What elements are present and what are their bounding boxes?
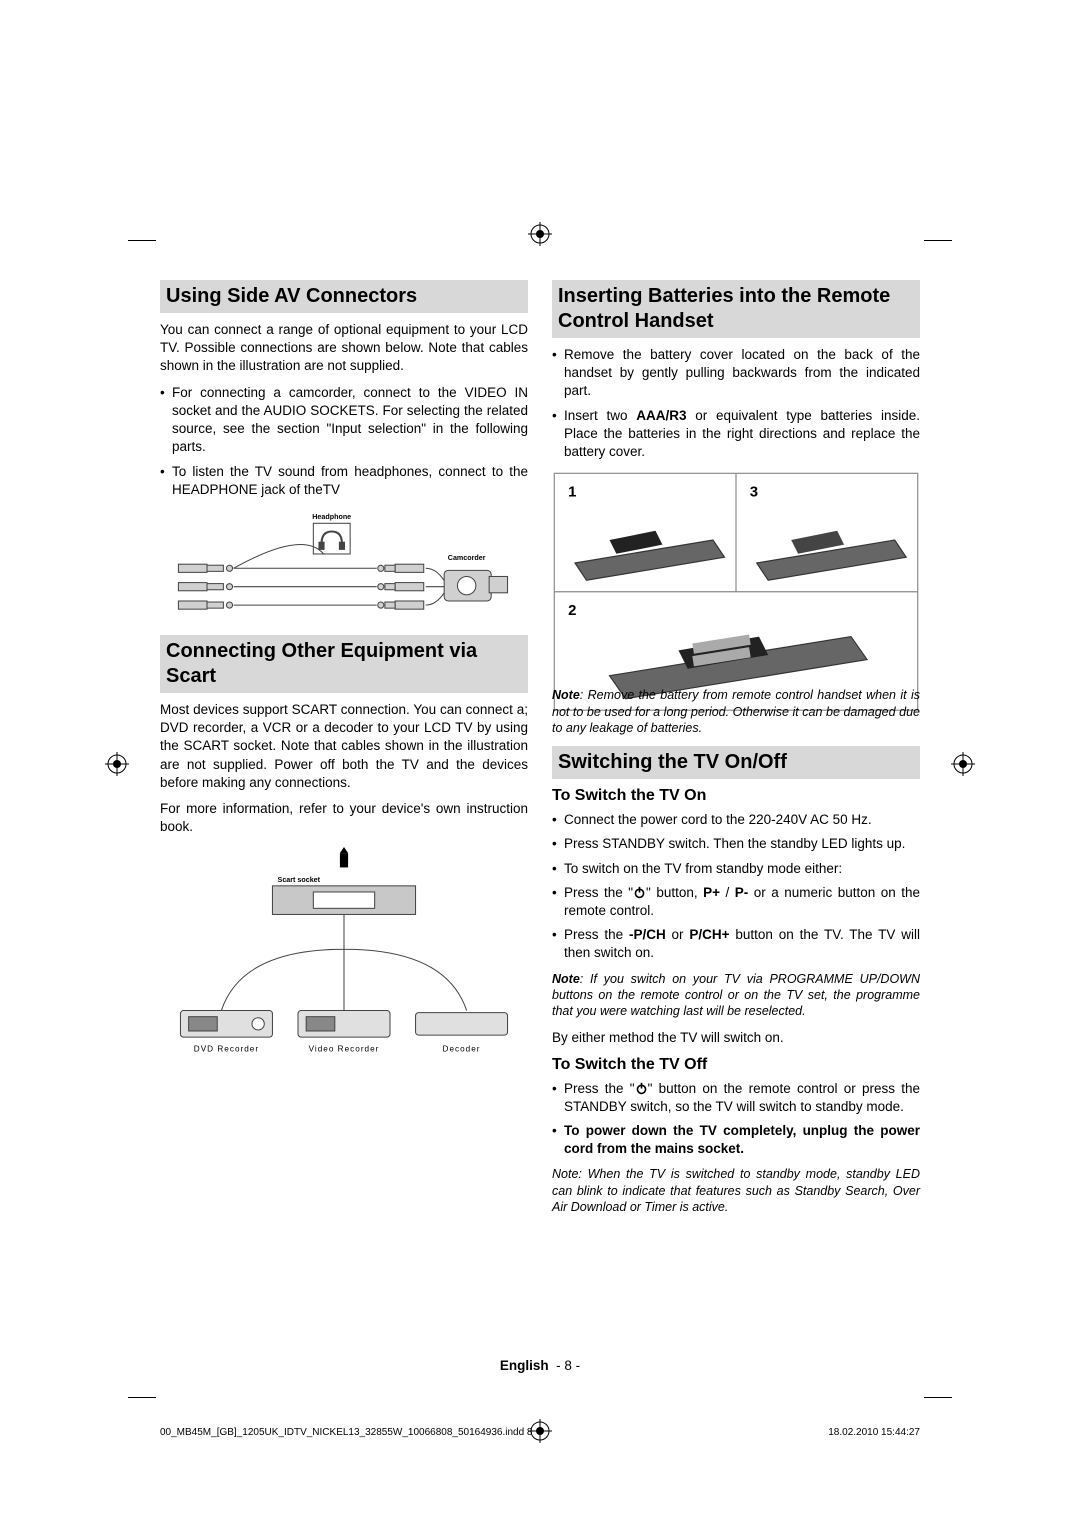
left-column: Using Side AV Connectors You can connect… [160, 280, 528, 1225]
list-item: Press STANDBY switch. Then the standby L… [552, 835, 920, 853]
heading-onoff: Switching the TV On/Off [552, 746, 920, 779]
crop-mark [924, 1397, 952, 1398]
crop-mark [924, 240, 952, 241]
power-icon [635, 1082, 648, 1095]
heading-batteries: Inserting Batteries into the Remote Cont… [552, 280, 920, 338]
list-item: Remove the battery cover located on the … [552, 346, 920, 401]
list-item: To power down the TV completely, unplug … [552, 1122, 920, 1158]
registration-mark-icon [105, 752, 129, 776]
page-content: Using Side AV Connectors You can connect… [160, 210, 920, 1225]
label-dvd: DVD Recorder [194, 1044, 259, 1053]
crop-mark [128, 240, 156, 241]
subheading-off: To Switch the TV Off [552, 1056, 920, 1074]
power-icon [633, 886, 646, 899]
list-item: Press the "" button on the remote contro… [552, 1080, 920, 1116]
illustration-battery: 1 3 2 [552, 471, 920, 671]
meta-file: 00_MB45M_[GB]_1205UK_IDTV_NICKEL13_32855… [160, 1427, 533, 1438]
page-footer: English - 8 - [0, 1358, 1080, 1373]
label-headphone: Headphone [312, 513, 351, 521]
illustration-side-av: Headphone Camcorder [160, 509, 528, 619]
step-2: 2 [568, 602, 576, 619]
list-item: Insert two AAA/R3 or equivalent type bat… [552, 407, 920, 462]
list-item: Press the -P/CH or P/CH+ button on the T… [552, 926, 920, 962]
meta-timestamp: 18.02.2010 15:44:27 [828, 1427, 920, 1438]
list-item: To switch on the TV from standby mode ei… [552, 860, 920, 878]
list-item: To listen the TV sound from headphones, … [160, 463, 528, 499]
registration-mark-icon [951, 752, 975, 776]
paragraph: You can connect a range of optional equi… [160, 321, 528, 376]
subheading-on: To Switch the TV On [552, 787, 920, 805]
label-camcorder: Camcorder [448, 554, 486, 562]
label-decoder: Decoder [443, 1044, 481, 1053]
crop-mark [128, 1397, 156, 1398]
note-off: Note: When the TV is switched to standby… [552, 1166, 920, 1215]
heading-scart: Connecting Other Equipment via Scart [160, 635, 528, 693]
step-3: 3 [750, 484, 758, 501]
print-meta: 00_MB45M_[GB]_1205UK_IDTV_NICKEL13_32855… [160, 1427, 920, 1438]
paragraph: Most devices support SCART connection. Y… [160, 701, 528, 792]
label-scart-socket: Scart socket [278, 875, 321, 883]
step-1: 1 [568, 484, 576, 501]
label-vcr: Video Recorder [309, 1044, 380, 1053]
heading-side-av: Using Side AV Connectors [160, 280, 528, 313]
right-column: Inserting Batteries into the Remote Cont… [552, 280, 920, 1225]
note-on: Note: If you switch on your TV via PROGR… [552, 971, 920, 1020]
paragraph: For more information, refer to your devi… [160, 800, 528, 836]
paragraph: By either method the TV will switch on. [552, 1029, 920, 1047]
list-item: For connecting a camcorder, connect to t… [160, 384, 528, 457]
list-item: Press the "" button, P+ / P- or a numeri… [552, 884, 920, 920]
registration-mark-icon [528, 222, 552, 246]
note-battery: Note: Remove the battery from remote con… [552, 687, 920, 736]
list-item: Connect the power cord to the 220-240V A… [552, 811, 920, 829]
illustration-scart: Scart socket DVD Recorder Video Recorder… [160, 847, 528, 1047]
